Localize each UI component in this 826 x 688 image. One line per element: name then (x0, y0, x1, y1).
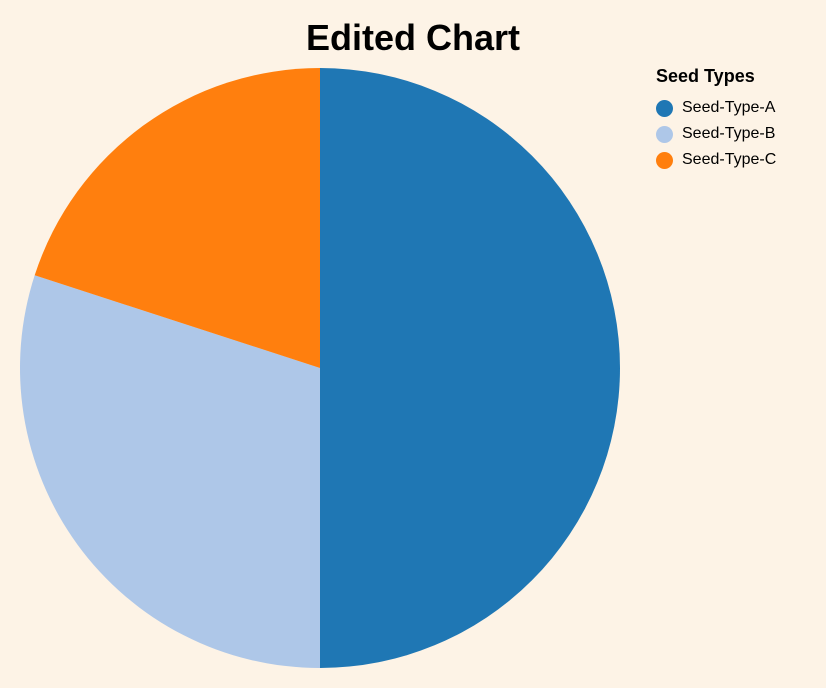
legend-label: Seed-Type-C (682, 151, 777, 168)
chart-title: Edited Chart (305, 17, 520, 58)
legend-title: Seed Types (656, 66, 755, 86)
pie-slice-seed-type-b (19, 275, 321, 668)
legend-item-seed-type-a: Seed-Type-A (656, 95, 776, 121)
legend-items: Seed-Type-A Seed-Type-B Seed-Type-C (656, 95, 776, 173)
legend-swatch (656, 125, 673, 143)
legend-label: Seed-Type-B (682, 125, 776, 142)
legend: Seed Types Seed-Type-A Seed-Type-B Seed-Ty… (656, 66, 776, 173)
pie-slice-seed-type-c (34, 68, 320, 368)
legend-swatch (656, 151, 673, 169)
pie-slice-seed-type-a (320, 68, 620, 668)
legend-label: Seed-Type-A (682, 99, 776, 116)
legend-item-seed-type-b: Seed-Type-B (656, 121, 776, 147)
legend-item-seed-type-c: Seed-Type-C (656, 147, 776, 173)
legend-swatch (656, 99, 673, 117)
